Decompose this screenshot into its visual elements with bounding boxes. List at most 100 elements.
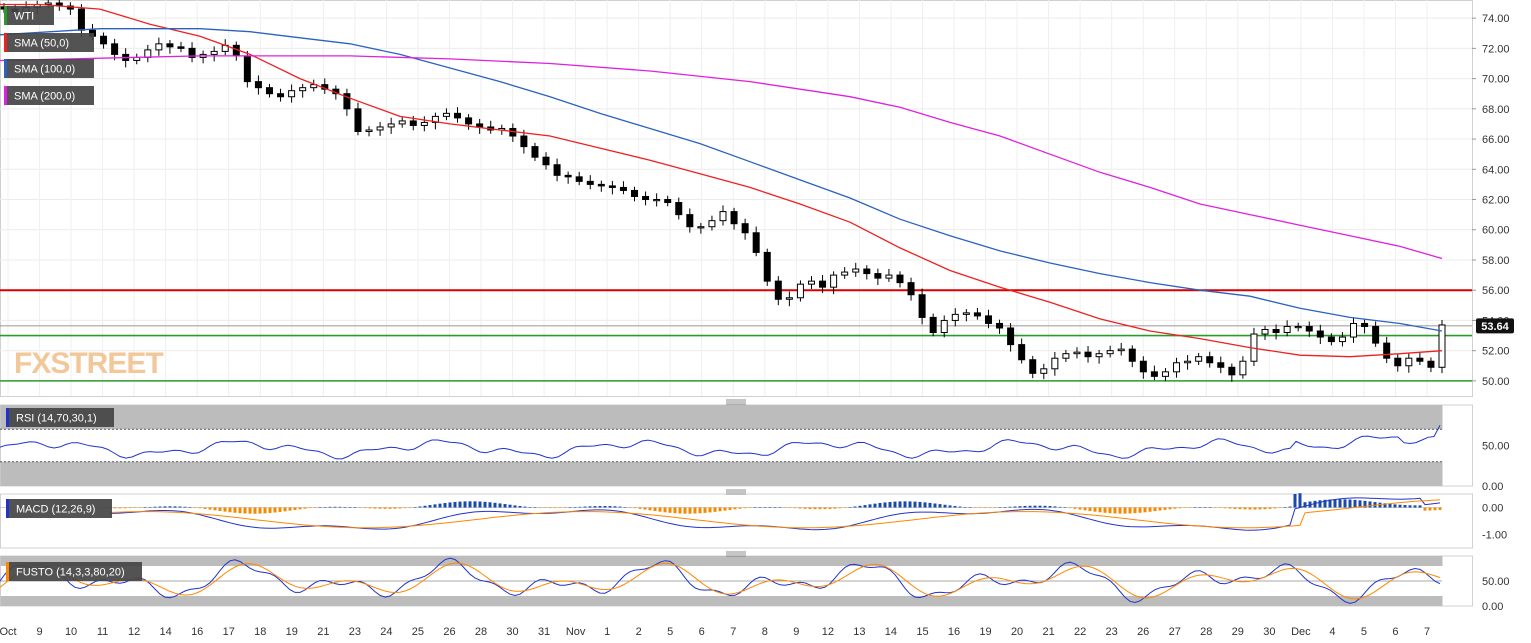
x-tick-label: 30: [1263, 626, 1275, 638]
macd-histogram-bar: [823, 507, 827, 510]
macd-histogram-bar: [768, 507, 772, 508]
panel-resize-handle[interactable]: [726, 399, 746, 405]
candle: [376, 126, 384, 131]
candle: [1051, 357, 1059, 370]
macd-histogram-bar: [288, 507, 292, 511]
x-tick-label: 12: [822, 626, 834, 638]
macd-histogram-bar: [918, 501, 922, 508]
candle: [642, 195, 650, 201]
y-tick-label: 66.00: [1482, 134, 1510, 146]
macd-histogram-bar: [343, 506, 347, 508]
macd-histogram-bar: [658, 507, 662, 512]
macd-histogram-bar: [158, 506, 162, 508]
candle: [1405, 357, 1413, 367]
x-tick-label: 30: [506, 626, 518, 638]
legend-color-swatch: [4, 86, 7, 105]
macd-histogram-bar: [1288, 506, 1292, 508]
x-tick-label: 7: [1424, 626, 1430, 638]
macd-histogram-bar: [1118, 507, 1122, 514]
macd-histogram-bar: [168, 506, 172, 508]
x-tick-label: 14: [885, 626, 897, 638]
macd-histogram-bar: [378, 507, 382, 509]
macd-histogram-bar: [303, 507, 307, 509]
candle: [929, 316, 937, 334]
candle: [1195, 356, 1203, 362]
candle: [575, 176, 583, 182]
macd-histogram-bar: [513, 505, 517, 508]
legends: WTI SMA (50,0) SMA (100,0) SMA (200,0) RSI (…: [4, 6, 142, 581]
legend-text: FUSTO (14,3,3,80,20): [16, 567, 125, 579]
x-tick-label: Dec: [1291, 626, 1311, 638]
macd-histogram-bar: [1393, 504, 1397, 508]
macd-histogram-bar: [673, 507, 677, 514]
macd-histogram-bar: [903, 501, 907, 508]
panel-resize-handle[interactable]: [726, 489, 746, 495]
macd-histogram-bar: [1268, 507, 1272, 509]
candle: [387, 123, 395, 128]
watermark: FXSTREET: [14, 347, 163, 380]
macd-histogram-bar: [233, 507, 237, 513]
candle: [144, 49, 152, 58]
macd-histogram-bar: [483, 501, 487, 508]
x-tick-label: 1: [604, 626, 610, 638]
candle: [973, 312, 981, 317]
rsi-oversold-band: [0, 461, 1443, 486]
legend-box: [4, 59, 94, 78]
candle: [708, 220, 716, 228]
macd-histogram-bar: [278, 507, 282, 512]
macd-histogram-bar: [698, 507, 702, 514]
fusto-k-line: [0, 557, 1441, 604]
price-panel-frame: [0, 0, 1473, 397]
rsi-line: [0, 425, 1441, 460]
candle: [730, 211, 738, 225]
candle: [564, 174, 572, 178]
legend-color-swatch: [6, 499, 9, 518]
candle: [785, 297, 793, 300]
macd-histogram-bar: [983, 507, 987, 508]
macd-histogram-bar: [873, 503, 877, 508]
macd-histogram-bar: [128, 507, 132, 509]
x-tick-label: 13: [853, 626, 865, 638]
candles: [0, 0, 1446, 382]
sma-lines: [0, 3, 1443, 358]
indicator-panels: [0, 404, 1473, 607]
macd-histogram-bar: [218, 507, 222, 511]
macd-histogram-bar: [148, 506, 152, 508]
macd-histogram-bar: [248, 507, 252, 514]
candle: [431, 115, 439, 123]
sma-line: [0, 55, 1443, 260]
macd-histogram-bar: [1008, 506, 1012, 508]
macd-histogram-bar: [723, 507, 727, 511]
macd-histogram-bar: [238, 507, 242, 514]
macd-histogram-bar: [1428, 507, 1432, 511]
macd-histogram-bar: [568, 507, 572, 508]
legend-box: [4, 6, 54, 25]
panel-resize-handle[interactable]: [726, 551, 746, 557]
x-tick-label: 19: [979, 626, 991, 638]
candle: [1139, 360, 1147, 373]
macd-histogram-bar: [208, 507, 212, 510]
macd-histogram-bar: [1278, 507, 1282, 508]
candle: [675, 202, 683, 216]
legend-fusto: FUSTO (14,3,3,80,20): [6, 562, 142, 581]
macd-histogram-bar: [1248, 507, 1252, 510]
macd-histogram-bar: [273, 507, 277, 513]
macd-histogram-bar: [283, 507, 287, 512]
sma-line: [0, 3, 1443, 358]
macd-histogram-bar: [183, 506, 187, 508]
macd-histogram-bar: [493, 502, 497, 508]
x-tick-label: 24: [380, 626, 392, 638]
macd-histogram-bar: [198, 507, 202, 509]
x-tick-label: 26: [443, 626, 455, 638]
macd-histogram-bar: [523, 506, 527, 508]
x-tick-label: 8: [762, 626, 768, 638]
macd-histogram-bar: [263, 507, 267, 514]
macd-histogram-bar: [718, 507, 722, 512]
macd-histogram-bar: [1433, 507, 1437, 511]
macd-histogram-bar: [1368, 501, 1372, 508]
panel-resize-handles[interactable]: [726, 399, 746, 557]
candle: [454, 112, 462, 119]
candle: [1272, 328, 1280, 334]
x-tick-label: 7: [730, 626, 736, 638]
legend-color-swatch: [6, 408, 9, 427]
